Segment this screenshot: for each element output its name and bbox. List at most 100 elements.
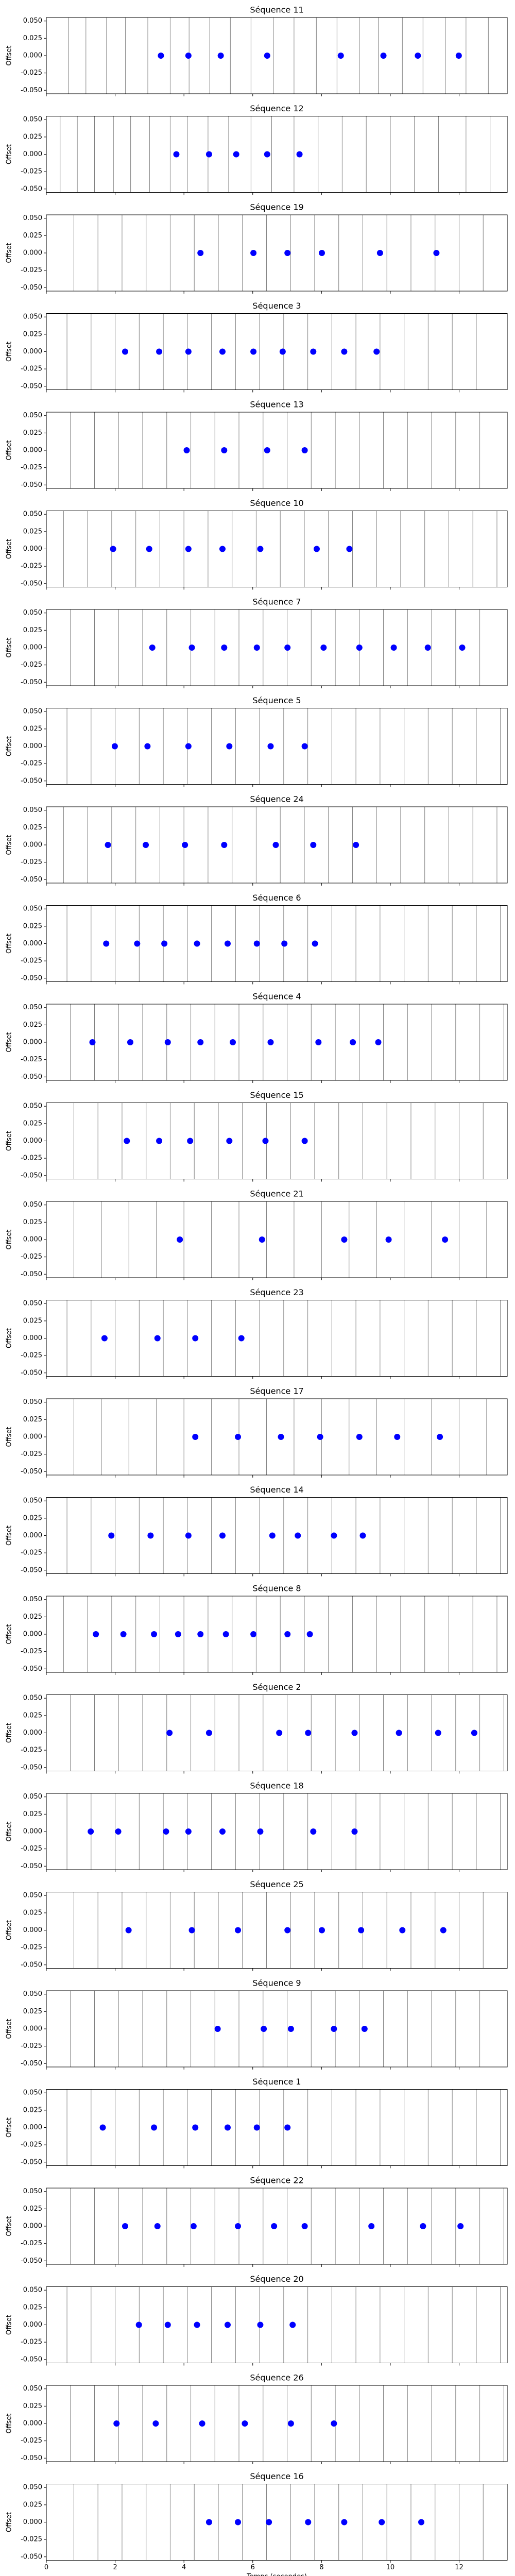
point <box>185 53 192 59</box>
y-tick-label: 0.050 <box>23 1004 42 1011</box>
point <box>124 1138 130 1144</box>
point <box>296 151 303 158</box>
subplot-title: Séquence 19 <box>250 202 303 212</box>
point <box>205 2519 212 2526</box>
x-tick-label: 10 <box>386 2564 395 2571</box>
y-tick-label: 0.025 <box>23 1909 42 1917</box>
y-tick-label: -0.050 <box>21 382 42 390</box>
y-tick-label: -0.050 <box>21 185 42 193</box>
y-tick-label: 0.000 <box>23 2124 42 2131</box>
point <box>301 2223 308 2229</box>
point <box>205 151 212 158</box>
y-tick-label: 0.025 <box>23 330 42 338</box>
point <box>271 2223 278 2229</box>
point <box>455 53 462 59</box>
y-tick-label: 0.000 <box>23 1631 42 1638</box>
y-axis-label: Offset <box>6 736 13 756</box>
point <box>113 2420 120 2427</box>
y-tick-label: -0.050 <box>21 876 42 884</box>
y-tick-label: -0.050 <box>21 481 42 489</box>
point <box>185 546 192 552</box>
y-tick-label: 0.025 <box>23 824 42 832</box>
y-axis-label: Offset <box>6 2315 13 2335</box>
point <box>267 743 274 750</box>
subplot-title: Séquence 16 <box>250 2471 303 2481</box>
y-tick-label: -0.050 <box>21 1270 42 1278</box>
point <box>164 2321 171 2328</box>
y-tick-label: 0.050 <box>23 2484 42 2492</box>
y-tick-label: -0.025 <box>21 168 42 176</box>
y-tick-label: -0.025 <box>21 1253 42 1261</box>
point <box>182 842 188 848</box>
point <box>306 1631 313 1637</box>
point <box>373 348 380 355</box>
y-tick-label: -0.050 <box>21 1764 42 1771</box>
y-tick-label: -0.025 <box>21 1352 42 1360</box>
subplot-title: Séquence 10 <box>250 498 303 508</box>
y-tick-label: 0.050 <box>23 1990 42 1998</box>
point <box>279 348 286 355</box>
y-tick-label: 0.000 <box>23 348 42 355</box>
point <box>331 1532 337 1539</box>
y-tick-label: 0.025 <box>23 1810 42 1818</box>
y-tick-label: -0.025 <box>21 2437 42 2445</box>
y-tick-label: -0.025 <box>21 365 42 373</box>
y-axis-label: Offset <box>6 342 13 362</box>
y-tick-label: 0.025 <box>23 922 42 930</box>
y-tick-label: 0.000 <box>23 1334 42 1342</box>
point <box>185 1532 192 1539</box>
point <box>257 2321 264 2328</box>
y-tick-label: 0.050 <box>23 116 42 124</box>
y-tick-label: -0.050 <box>21 2060 42 2067</box>
y-axis-label: Offset <box>6 144 13 164</box>
point <box>310 842 317 848</box>
y-tick-label: 0.025 <box>23 1218 42 1226</box>
y-tick-label: 0.050 <box>23 609 42 617</box>
y-tick-label: 0.000 <box>23 249 42 257</box>
y-tick-label: 0.025 <box>23 1613 42 1621</box>
axes-frame <box>46 609 508 686</box>
point <box>353 842 359 848</box>
point <box>151 1631 158 1637</box>
y-tick-label: 0.000 <box>23 1532 42 1539</box>
point <box>166 1730 173 1736</box>
y-tick-label: 0.050 <box>23 17 42 25</box>
point <box>250 1631 257 1637</box>
point <box>197 1631 204 1637</box>
point <box>281 940 288 947</box>
y-tick-label: 0.050 <box>23 1300 42 1308</box>
subplot-title: Séquence 8 <box>252 1584 301 1594</box>
y-tick-label: 0.025 <box>23 232 42 240</box>
point <box>264 151 270 158</box>
point <box>276 1730 283 1736</box>
subplot-title: Séquence 18 <box>250 1781 303 1791</box>
y-tick-label: -0.025 <box>21 661 42 669</box>
y-tick-label: 0.025 <box>23 35 42 42</box>
point <box>356 645 363 651</box>
subplot-title: Séquence 12 <box>250 104 303 113</box>
y-tick-label: 0.050 <box>23 1201 42 1209</box>
y-tick-label: -0.050 <box>21 974 42 982</box>
subplot-title: Séquence 23 <box>250 1287 303 1297</box>
axes-frame <box>46 511 508 587</box>
y-tick-label: -0.025 <box>21 563 42 570</box>
y-tick-label: -0.050 <box>21 1566 42 1574</box>
y-tick-label: 0.000 <box>23 2420 42 2428</box>
y-tick-label: 0.025 <box>23 1317 42 1325</box>
point <box>437 1434 443 1440</box>
y-tick-label: -0.050 <box>21 1172 42 1179</box>
axes-frame <box>46 1793 508 1870</box>
point <box>219 1532 226 1539</box>
subplot-title: Séquence 4 <box>252 992 301 1002</box>
y-tick-label: 0.050 <box>23 2188 42 2195</box>
y-axis-label: Offset <box>6 1131 13 1151</box>
point <box>305 1730 312 1736</box>
point <box>185 1828 192 1835</box>
y-tick-label: 0.050 <box>23 1793 42 1801</box>
point <box>154 2223 161 2229</box>
y-tick-label: 0.000 <box>23 150 42 158</box>
y-tick-label: 0.025 <box>23 2106 42 2114</box>
y-tick-label: -0.025 <box>21 1845 42 1853</box>
point <box>224 2124 231 2131</box>
